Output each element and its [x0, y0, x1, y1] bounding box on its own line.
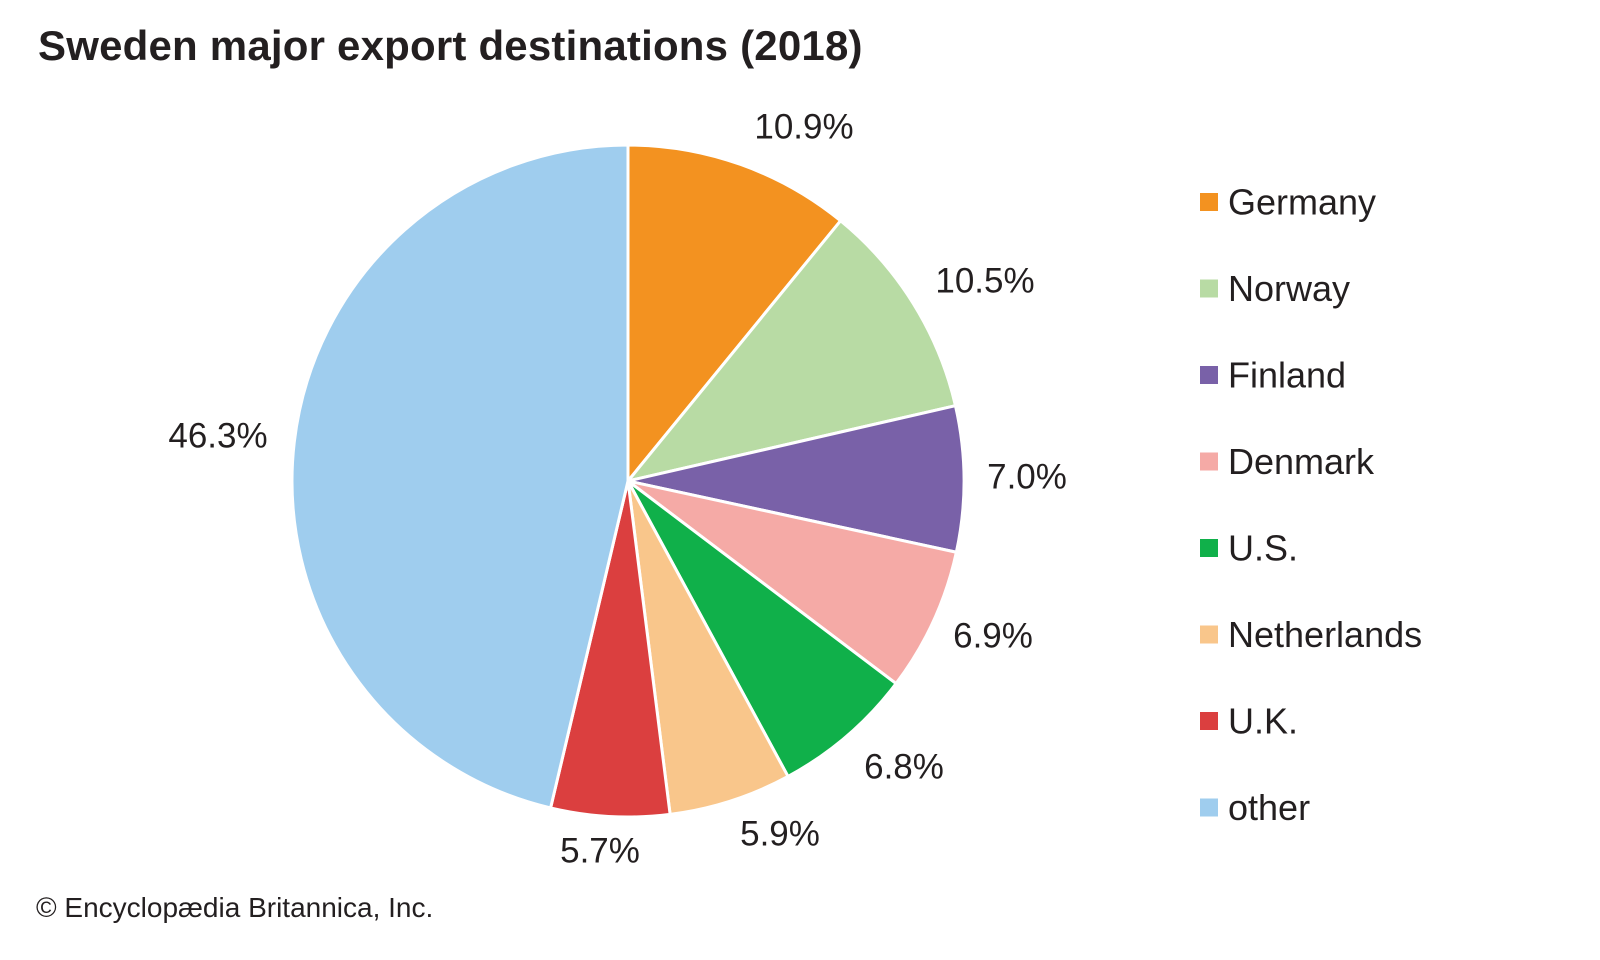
pie-slice-denmark — [626, 479, 958, 686]
slice-value-labels: 10.9% 10.5% 7.0% 6.9% 6.8% 5.9% 5.7% 46.3% — [168, 108, 1067, 871]
pie-slice-norway — [626, 219, 957, 483]
pie-slices — [290, 143, 966, 819]
legend-label: U.K. — [1228, 701, 1298, 742]
slice-value-label: 6.9% — [953, 617, 1033, 656]
copyright-credit: © Encyclopædia Britannica, Inc. — [36, 892, 434, 923]
slice-value-label: 46.3% — [168, 417, 267, 456]
legend-swatch — [1200, 539, 1218, 557]
chart-title: Sweden major export destinations (2018) — [38, 22, 863, 69]
pie-slice-finland — [626, 404, 966, 554]
legend-swatch — [1200, 279, 1218, 298]
pie-slice-u-s — [626, 479, 898, 778]
slice-value-label: 5.9% — [740, 815, 820, 854]
slice-value-label: 7.0% — [987, 458, 1067, 497]
legend-swatch — [1200, 366, 1218, 384]
slice-value-label: 10.9% — [754, 108, 853, 147]
legend-label: other — [1228, 787, 1310, 828]
legend-label: Germany — [1228, 182, 1376, 223]
legend-swatch — [1200, 452, 1218, 471]
legend-swatch — [1200, 625, 1218, 644]
pie-slice-other — [290, 143, 630, 810]
slice-value-label: 10.5% — [935, 262, 1034, 301]
legend-label: Denmark — [1228, 441, 1375, 482]
pie-slice-germany — [626, 143, 843, 483]
slice-value-label: 6.8% — [864, 748, 944, 787]
legend-label: Netherlands — [1228, 614, 1422, 655]
legend-swatch — [1200, 712, 1218, 730]
legend-label: U.S. — [1228, 528, 1298, 569]
slice-value-label: 5.7% — [560, 832, 640, 871]
legend-swatch — [1200, 193, 1218, 211]
legend: Germany Norway Finland Denmark U.S. Netherlan… — [1200, 182, 1422, 828]
pie-slice-netherlands — [626, 479, 790, 816]
legend-label: Finland — [1228, 355, 1346, 396]
legend-label: Norway — [1228, 268, 1350, 309]
legend-swatch — [1200, 798, 1218, 817]
